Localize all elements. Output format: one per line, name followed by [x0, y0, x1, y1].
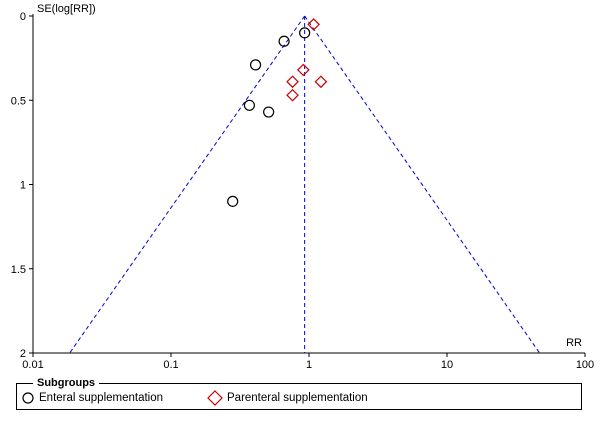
diamond-marker-icon	[207, 390, 223, 406]
y-tick-label: 0	[20, 11, 26, 23]
y-axis-label: SE(log[RR])	[37, 3, 96, 15]
x-tick-label: 10	[441, 359, 453, 371]
parenteral-study-point	[286, 88, 299, 102]
funnel-left-limit	[69, 15, 306, 354]
y-tick-label: 1	[20, 180, 26, 192]
x-tick-label: 1	[306, 359, 312, 371]
enteral-study-point	[278, 35, 290, 47]
x-tick-label: 0.1	[163, 359, 178, 371]
y-tick-label: 1.5	[11, 264, 26, 276]
plot-area: 0 0.5 1 1.5 20.01 0.1 1 10 100 SE(log[RR]) RR	[11, 3, 594, 371]
enteral-study-point	[227, 195, 239, 207]
funnel-right-limit	[304, 15, 540, 354]
legend-item-parenteral: Parenteral supplementation	[207, 390, 368, 406]
enteral-study-point	[243, 99, 256, 111]
legend-item-enteral: Enteral supplementation	[21, 391, 163, 405]
x-tick-label: 100	[576, 359, 594, 371]
x-axis-label: RR	[566, 337, 582, 349]
y-tick-label: 0.5	[11, 95, 26, 107]
parenteral-study-point	[307, 18, 320, 31]
legend: Subgroups Enteral supplementation Parent…	[16, 376, 582, 410]
x-tick-label: 0.01	[22, 359, 43, 371]
enteral-study-point	[263, 106, 275, 118]
y-tick-label: 2	[20, 348, 26, 360]
enteral-study-point	[299, 27, 311, 39]
parenteral-study-point	[314, 75, 328, 89]
legend-label-enteral: Enteral supplementation	[39, 392, 164, 404]
legend-title: Subgroups	[33, 376, 100, 390]
parenteral-study-point	[286, 75, 299, 89]
circle-marker-icon	[22, 392, 34, 404]
enteral-study-point	[249, 59, 262, 71]
parenteral-study-point	[296, 63, 310, 77]
legend-label-parenteral: Parenteral supplementation	[227, 392, 368, 404]
